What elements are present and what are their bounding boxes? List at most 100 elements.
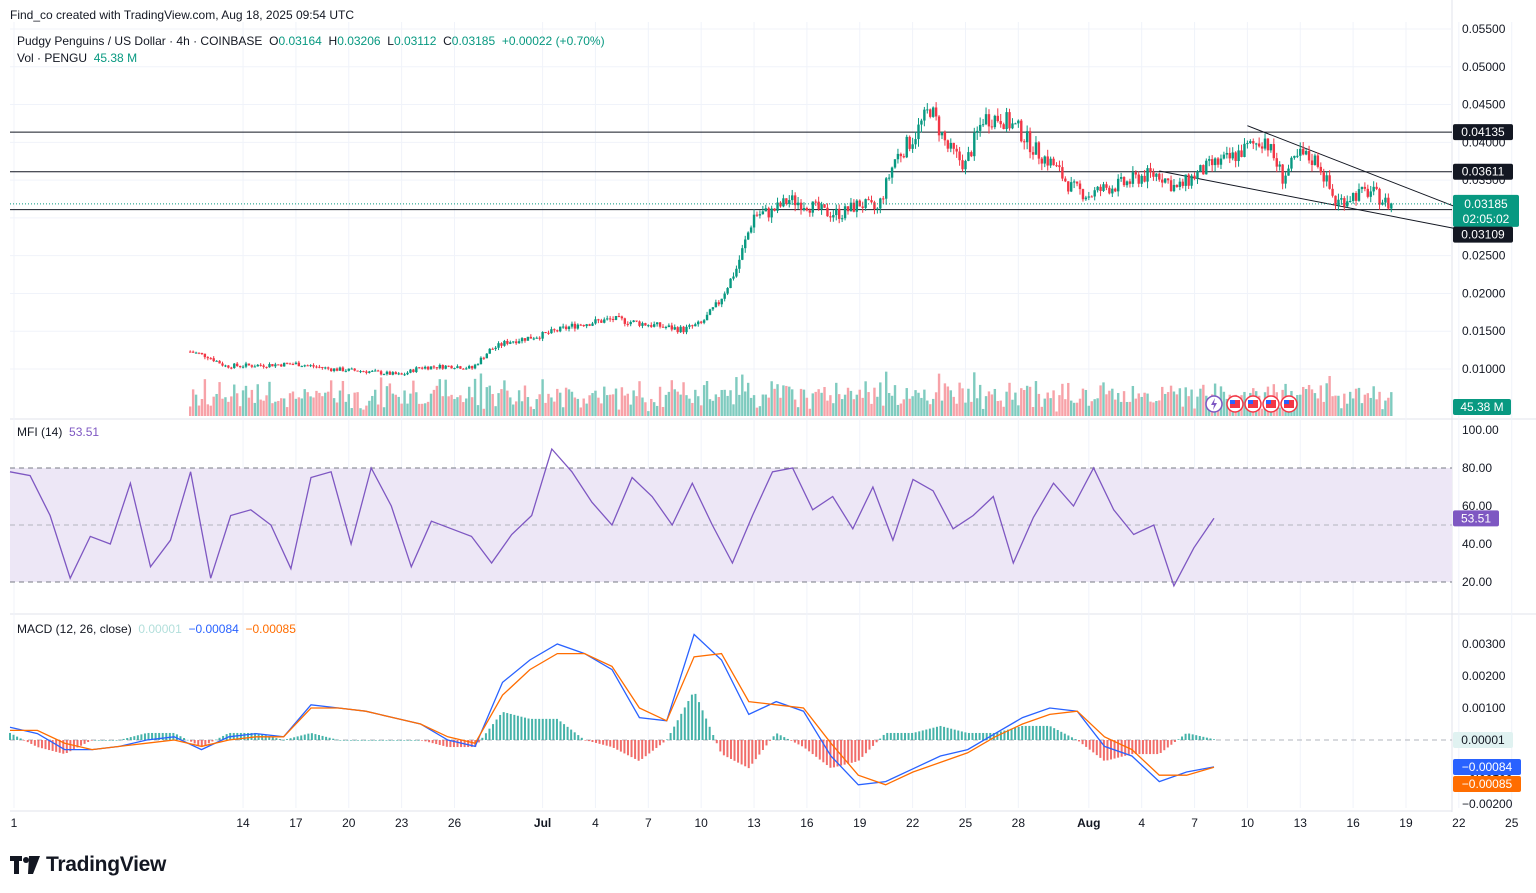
- macd-histogram-bar: [33, 740, 36, 746]
- tradingview-logo[interactable]: TradingView: [10, 852, 166, 878]
- candle-body: [362, 371, 365, 373]
- candle-body: [1255, 143, 1258, 145]
- macd-histogram-bar: [360, 740, 363, 741]
- volume-bar: [1301, 386, 1305, 416]
- candle-body: [1346, 201, 1349, 207]
- volume-bar: [306, 392, 309, 416]
- mfi-label[interactable]: MFI (14): [17, 425, 63, 439]
- macd-histogram-bar: [744, 740, 747, 767]
- candle-body: [1278, 164, 1281, 167]
- macd-histogram-bar: [708, 726, 711, 740]
- candle-body: [714, 302, 718, 308]
- volume-bar: [1075, 402, 1079, 416]
- macd-badge-bg: [1453, 759, 1521, 775]
- candle-body: [788, 200, 791, 204]
- volume-bar: [708, 399, 712, 416]
- volume-bar: [259, 399, 262, 416]
- macd-histogram-bar: [1035, 725, 1038, 740]
- candle-body: [256, 364, 259, 367]
- macd-line-badge: −0.00084: [1462, 760, 1513, 774]
- volume-bar: [338, 390, 342, 416]
- candle-body: [1196, 171, 1199, 179]
- volume-bar: [544, 402, 547, 416]
- volume-bar: [702, 385, 706, 416]
- price-tick-label: 0.02000: [1462, 286, 1506, 300]
- symbol-title[interactable]: Pudgy Penguins / US Dollar · 4h · COINBA…: [17, 34, 263, 48]
- candle-body: [1202, 165, 1205, 175]
- macd-histogram-bar: [513, 714, 516, 740]
- volume-bar: [600, 403, 603, 416]
- macd-histogram-bar: [1145, 740, 1148, 755]
- volume-label[interactable]: Vol · PENGU: [17, 51, 88, 65]
- macd-histogram-bar: [371, 740, 374, 741]
- volume-bar: [999, 400, 1002, 416]
- volume-bar: [929, 404, 932, 416]
- candle-body: [884, 178, 888, 199]
- candle-body: [758, 214, 762, 216]
- candle-body: [1269, 144, 1273, 151]
- volume-bar: [961, 388, 964, 416]
- candle-body: [1055, 165, 1058, 167]
- macd-histogram-bar: [669, 733, 672, 740]
- macd-tick-label: 0.00100: [1462, 701, 1506, 715]
- volume-bar: [996, 401, 999, 416]
- candle-body: [1070, 182, 1073, 192]
- volume-bar: [1149, 401, 1152, 416]
- candle-body: [1017, 120, 1020, 124]
- candle-body: [476, 364, 480, 366]
- macd-histogram-bar: [62, 740, 65, 754]
- candle-body: [576, 324, 580, 329]
- candle-body: [893, 159, 897, 168]
- volume-bar: [1299, 394, 1302, 416]
- candle-body: [262, 365, 265, 367]
- macd-histogram-bar: [321, 735, 324, 740]
- macd-histogram-bar: [492, 724, 495, 740]
- volume-bar: [1055, 411, 1058, 416]
- volume-bar: [482, 408, 486, 416]
- candle-body: [1325, 175, 1328, 182]
- candle-body: [1031, 152, 1035, 155]
- macd-histogram-bar: [1209, 738, 1212, 740]
- macd-histogram-bar: [1131, 740, 1134, 755]
- candle-body: [353, 368, 356, 371]
- candle-body: [838, 208, 841, 219]
- volume-bar: [955, 403, 958, 416]
- volume-bar: [541, 379, 544, 416]
- macd-histogram-bar: [580, 737, 583, 740]
- volume-bar: [218, 382, 221, 416]
- volume-bar: [400, 403, 403, 416]
- symbol-legend: Pudgy Penguins / US Dollar · 4h · COINBA…: [17, 34, 605, 48]
- macd-histogram-bar: [104, 740, 107, 741]
- volume-bar: [374, 389, 377, 416]
- macd-histogram-bar: [126, 738, 129, 740]
- macd-histogram-bar: [289, 738, 292, 740]
- volume-bar: [1020, 388, 1023, 416]
- candle-body: [365, 371, 368, 373]
- candle-body: [1378, 188, 1381, 205]
- close-label: C: [443, 34, 452, 48]
- macd-histogram-bar: [69, 740, 72, 752]
- mfi-badge: 53.51: [1461, 511, 1491, 525]
- macd-histogram-bar: [715, 740, 718, 744]
- candle-body: [212, 358, 215, 362]
- macd-histogram-bar: [445, 740, 448, 747]
- macd-histogram-bar: [698, 702, 701, 740]
- candle-body: [347, 368, 350, 371]
- macd-label[interactable]: MACD (12, 26, close): [17, 622, 132, 636]
- candle-body: [1102, 184, 1105, 191]
- macd-histogram-bar: [207, 740, 210, 744]
- candle-body: [1281, 164, 1284, 184]
- candle-body: [614, 315, 618, 320]
- macd-histogram-bar: [495, 719, 498, 740]
- volume-bar: [1363, 394, 1367, 416]
- volume-bar: [685, 395, 688, 416]
- candle-body: [1058, 165, 1061, 168]
- volume-bar: [749, 397, 753, 416]
- candle-body: [882, 198, 885, 200]
- macd-histogram-bar: [119, 739, 122, 741]
- volume-bar: [776, 384, 779, 416]
- macd-histogram-bar: [850, 740, 853, 763]
- candle-body: [1166, 178, 1170, 181]
- volume-bar: [453, 399, 456, 416]
